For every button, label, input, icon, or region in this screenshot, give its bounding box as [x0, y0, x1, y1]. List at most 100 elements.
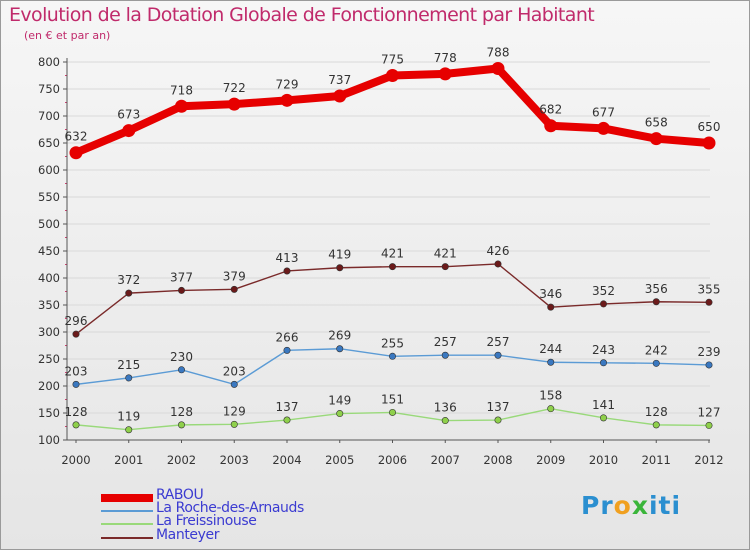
data-label: 296	[65, 314, 88, 328]
data-point	[122, 124, 136, 138]
data-label: 346	[539, 287, 562, 301]
data-point	[283, 416, 291, 424]
data-point	[438, 67, 452, 81]
data-point	[230, 420, 238, 428]
data-label: 421	[381, 247, 404, 261]
data-point	[494, 416, 502, 424]
data-label: 352	[592, 284, 615, 298]
data-label: 372	[117, 273, 140, 287]
data-label: 419	[328, 248, 351, 262]
x-tick-label: 2008	[483, 453, 512, 467]
data-point	[705, 298, 713, 306]
data-label: 243	[592, 343, 615, 357]
y-tick-label: 500	[38, 217, 60, 231]
data-point	[283, 267, 291, 275]
data-point	[494, 351, 502, 359]
y-tick-label: 250	[38, 352, 60, 366]
legend-label: RABOU	[156, 487, 204, 503]
data-label: 632	[65, 130, 88, 144]
y-tick-label: 350	[38, 298, 60, 312]
data-label: 377	[170, 270, 193, 284]
data-label: 650	[698, 120, 721, 134]
data-label: 128	[645, 405, 668, 419]
data-point	[597, 121, 610, 135]
series-lines	[69, 61, 716, 434]
data-label: 230	[170, 350, 193, 364]
data-point	[386, 69, 399, 82]
data-point	[599, 300, 607, 308]
data-point	[705, 361, 713, 369]
y-tick-label: 650	[38, 136, 60, 150]
data-point	[336, 410, 344, 418]
data-point	[705, 421, 713, 429]
y-tick-label: 550	[38, 190, 60, 204]
data-point	[125, 374, 133, 382]
data-point	[388, 408, 396, 416]
data-point	[227, 97, 241, 111]
legend-swatch	[101, 523, 153, 525]
data-point	[441, 351, 449, 359]
data-label: 137	[276, 400, 299, 414]
data-label: 149	[328, 394, 351, 408]
data-label: 129	[223, 404, 246, 418]
y-tick-label: 800	[38, 55, 60, 69]
data-point	[599, 359, 607, 367]
data-label: 778	[434, 51, 457, 65]
x-tick-label: 2002	[167, 453, 196, 467]
data-point	[69, 146, 83, 160]
y-tick-label: 200	[38, 379, 60, 393]
data-label: 137	[487, 400, 510, 414]
data-label: 426	[487, 244, 510, 258]
x-tick-label: 2003	[220, 453, 249, 467]
data-label: 379	[223, 269, 246, 283]
x-tick-label: 2006	[378, 453, 407, 467]
data-point	[336, 264, 344, 272]
data-point	[649, 132, 663, 146]
data-label: 151	[381, 392, 404, 406]
data-point	[125, 289, 133, 297]
data-label: 413	[276, 251, 299, 265]
data-point	[230, 285, 238, 293]
legend-label: La Roche-des-Arnauds	[156, 500, 304, 516]
chart-title: Evolution de la Dotation Globale de Fonc…	[9, 4, 595, 26]
data-label: 729	[276, 77, 299, 91]
data-point	[72, 330, 80, 338]
data-point	[702, 136, 716, 150]
data-label: 136	[434, 401, 457, 415]
data-label: 242	[645, 343, 668, 357]
data-label: 215	[117, 358, 140, 372]
data-label: 141	[592, 398, 615, 412]
data-label: 119	[117, 410, 140, 424]
x-tick-label: 2005	[325, 453, 354, 467]
data-label: 128	[65, 405, 88, 419]
legend-swatch	[101, 494, 153, 502]
x-tick-label: 2004	[272, 453, 301, 467]
data-point	[178, 286, 186, 294]
x-tick-label: 2000	[61, 453, 90, 467]
grid-lines	[67, 61, 710, 441]
data-point	[491, 61, 505, 75]
data-point	[599, 414, 607, 422]
data-point	[178, 421, 186, 429]
data-point	[652, 298, 660, 306]
data-label: 722	[223, 81, 246, 95]
data-label: 239	[698, 345, 721, 359]
data-label: 269	[328, 329, 351, 343]
y-tick-label: 400	[38, 271, 60, 285]
legend-swatch	[101, 510, 153, 512]
y-tick-label: 150	[38, 406, 60, 420]
x-tick-label: 2007	[431, 453, 460, 467]
data-label: 788	[487, 45, 510, 59]
data-point	[547, 405, 555, 413]
data-point	[544, 119, 558, 133]
data-point	[388, 352, 396, 360]
legend-swatch	[101, 537, 153, 539]
data-label: 355	[698, 282, 721, 296]
data-label: 244	[539, 342, 562, 356]
data-point	[547, 358, 555, 366]
data-point	[547, 303, 555, 311]
data-label: 737	[328, 73, 351, 87]
data-label: 158	[539, 389, 562, 403]
y-tick-label: 700	[38, 109, 60, 123]
